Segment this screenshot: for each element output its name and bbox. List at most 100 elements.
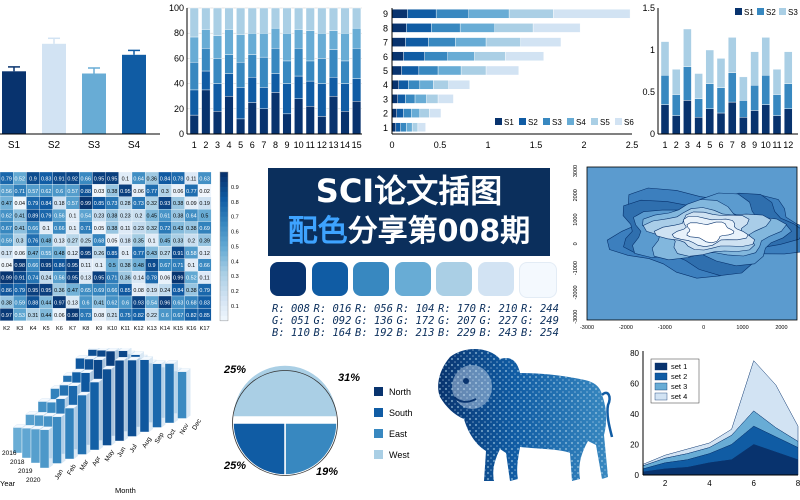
heatmap-value: 0.66 [107, 288, 118, 294]
heatmap-value: 0.53 [15, 313, 26, 319]
stack-segment [224, 73, 234, 97]
y-tick-label: 0 [650, 129, 655, 139]
heatmap-value: 0.79 [41, 214, 52, 220]
y-tick-label: 100 [169, 3, 184, 13]
heatmap-value: 0.24 [41, 276, 52, 282]
heatmap-value: 0.36 [54, 288, 65, 294]
stack-segment [739, 76, 748, 101]
y-tick-label: 60 [630, 380, 639, 389]
heatmap-value: 0.54 [147, 300, 158, 306]
x-tick-label: 11 [772, 140, 781, 150]
rgb-g: G: 207 [438, 315, 476, 327]
title-banner: SCI论文插图 配色分享第008期 [268, 168, 550, 256]
stack-segment [340, 7, 350, 34]
heatmap-value: 0.68 [94, 238, 105, 244]
legend-label: West [389, 450, 410, 460]
heatmap-value: 0.6 [122, 300, 130, 306]
stack-segment [224, 95, 234, 135]
legend-label: East [389, 429, 408, 439]
heatmap-value: 0.08 [94, 313, 105, 319]
stack-segment [201, 7, 211, 30]
heatmap-value: 0.77 [147, 189, 158, 195]
heatmap-value: 0.47 [1, 201, 12, 207]
heatmap-value: 0.5 [201, 214, 209, 220]
heatmap-value: 0.1 [188, 263, 196, 269]
stack-segment [328, 49, 338, 78]
stack-segment [213, 83, 222, 112]
heatmap-value: 0.1 [95, 263, 103, 269]
bar-S2 [42, 43, 66, 134]
bar3d-face [114, 360, 125, 442]
heatmap-value: 0.25 [81, 238, 92, 244]
palette-swatch [270, 262, 306, 296]
colorbar-label: 0.9 [231, 185, 239, 191]
stack-segment [328, 30, 338, 50]
colorbar-step [220, 221, 228, 228]
legend-swatch [779, 8, 786, 15]
x-tick-label: K17 [200, 326, 210, 332]
banner-title: SCI论文插图 [315, 172, 503, 210]
hbar-segment [391, 37, 406, 47]
heatmap-value: 0.84 [41, 201, 52, 207]
heatmap-value: 0.63 [199, 176, 210, 182]
heatmap-value: 0.95 [120, 189, 131, 195]
heatmap-value: 0.3 [16, 238, 24, 244]
heatmap-value: 0.04 [1, 263, 12, 269]
error-bar-chart: S1 S2 S3 S4 [0, 37, 160, 151]
heatmap-value: 0.38 [186, 226, 197, 232]
heatmap-value: 0.79 [15, 288, 26, 294]
x-tick-label: 9 [752, 140, 757, 150]
heatmap-value: 0.91 [54, 176, 65, 182]
hbar-segment [403, 108, 412, 118]
hbar-segment [429, 108, 442, 118]
heatmap-value: 0.79 [28, 201, 39, 207]
x-tick-label: K9 [96, 326, 103, 332]
legend-label: South [389, 408, 413, 418]
stack-segment [672, 94, 681, 116]
stack-segment [247, 102, 257, 135]
stack-segment [660, 41, 670, 76]
legend-swatch [654, 392, 668, 401]
bar3d-side [61, 413, 66, 464]
hbar-segment [391, 51, 404, 61]
bar3d-face [177, 371, 187, 419]
colorbar-step [220, 315, 228, 322]
stack-segment [660, 74, 670, 105]
hbar-segment [435, 8, 470, 19]
x-tick-label: 12 [783, 140, 793, 150]
legend-swatch [374, 429, 383, 438]
colorbar-step [220, 276, 228, 282]
y-tick-label: 0.5 [642, 87, 655, 97]
heatmap-value: 0.69 [94, 288, 105, 294]
palette-rgb-text: R: 210 G: 227 B: 243 [480, 303, 540, 339]
x-tick-label: K6 [56, 326, 63, 332]
heatmap-value: 0.71 [107, 276, 118, 282]
heatmap-value: 0.98 [15, 263, 26, 269]
legend-label: S1 [504, 118, 514, 127]
colorbar-step [220, 300, 228, 307]
bar3d-face [89, 381, 100, 451]
stack-segment [305, 80, 315, 107]
bar3d-top [105, 348, 120, 352]
heatmap-value: 0.75 [120, 313, 131, 319]
stack-segment [270, 48, 280, 74]
stack-segment [259, 56, 269, 88]
stack-segment [294, 48, 304, 77]
colorbar-label: 0.6 [231, 230, 239, 236]
stack-segment [783, 83, 793, 109]
hbar-segment [391, 94, 398, 104]
heatmap-value: 0.64 [186, 214, 197, 220]
heatmap-value: 0.48 [41, 238, 52, 244]
legend-label: set 3 [671, 382, 687, 391]
colorbar-step [220, 201, 228, 208]
stack-segment [352, 48, 362, 79]
colorbar-step [220, 291, 228, 297]
colorbar-step [220, 186, 228, 193]
hbar-segment [455, 37, 487, 47]
x-tick-label: 3 [685, 140, 690, 150]
colorbar-step [220, 231, 228, 237]
y-tick-label: 1000 [573, 213, 579, 225]
rgb-g: G: 172 [396, 315, 435, 327]
colorbar-step [220, 271, 228, 277]
